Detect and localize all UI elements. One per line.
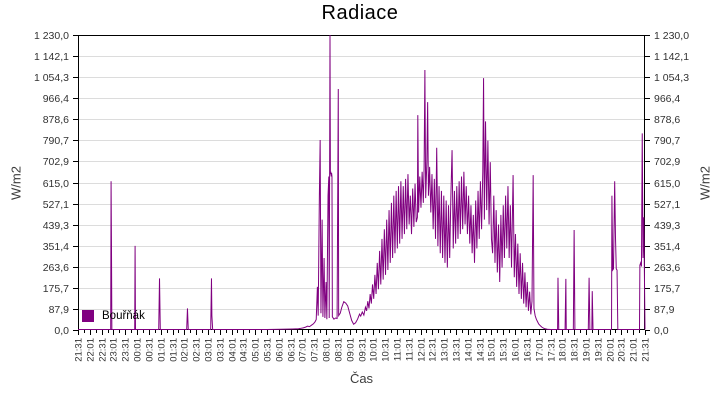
y-tick-label-right: 0,0 bbox=[654, 325, 669, 337]
x-tick-label: 15:31 bbox=[499, 338, 510, 362]
y-tick-label-left: 87,9 bbox=[49, 304, 70, 316]
y-tick-label-right: 1 230,0 bbox=[654, 30, 689, 42]
y-tick-label-left: 0,0 bbox=[54, 325, 69, 337]
x-tick-label: 06:31 bbox=[287, 338, 298, 362]
y-tick-label-left: 1 142,1 bbox=[34, 51, 69, 63]
x-tick-label: 10:31 bbox=[381, 338, 392, 362]
x-tick-label: 01:31 bbox=[169, 338, 180, 362]
y-tick-label-left: 615,0 bbox=[43, 178, 69, 190]
x-tick-label: 03:31 bbox=[216, 338, 227, 362]
y-tick-label-left: 439,3 bbox=[43, 220, 69, 232]
x-tick-label: 16:01 bbox=[511, 338, 522, 362]
x-tick-label: 14:31 bbox=[476, 338, 487, 362]
x-tick-label: 07:01 bbox=[298, 338, 309, 362]
y-tick-label-left: 966,4 bbox=[43, 93, 69, 105]
x-tick-label: 13:01 bbox=[440, 338, 451, 362]
y-tick-label-left: 263,6 bbox=[43, 262, 69, 274]
x-tick-label: 22:31 bbox=[98, 338, 109, 362]
y-tick-label-right: 1 054,3 bbox=[654, 72, 689, 84]
x-tick-label: 02:01 bbox=[180, 338, 191, 362]
x-axis-label: Čas bbox=[349, 371, 374, 386]
x-tick-label: 21:01 bbox=[629, 338, 640, 362]
x-tick-label: 09:01 bbox=[346, 338, 357, 362]
x-tick-label: 17:01 bbox=[535, 338, 546, 362]
x-tick-label: 00:31 bbox=[145, 338, 156, 362]
x-tick-label: 10:01 bbox=[369, 338, 380, 362]
x-tick-label: 07:31 bbox=[310, 338, 321, 362]
y-tick-label-right: 615,0 bbox=[654, 178, 680, 190]
x-tick-label: 19:31 bbox=[594, 338, 605, 362]
legend-series-label: Bouřňák bbox=[102, 310, 145, 322]
y-tick-label-left: 527,1 bbox=[43, 199, 69, 211]
x-tick-label: 22:01 bbox=[86, 338, 97, 362]
x-tick-label: 20:31 bbox=[617, 338, 628, 362]
legend-color-swatch bbox=[82, 310, 94, 322]
x-tick-label: 23:31 bbox=[121, 338, 132, 362]
y-tick-label-right: 175,7 bbox=[654, 283, 680, 295]
x-tick-label: 15:01 bbox=[487, 338, 498, 362]
x-tick-label: 20:01 bbox=[606, 338, 617, 362]
y-tick-label-right: 87,9 bbox=[654, 304, 675, 316]
chart-title: Radiace bbox=[321, 2, 399, 24]
y-tick-label-right: 966,4 bbox=[654, 93, 680, 105]
x-tick-label: 09:31 bbox=[358, 338, 369, 362]
y-tick-label-right: 263,6 bbox=[654, 262, 680, 274]
y-tick-label-left: 878,6 bbox=[43, 114, 69, 126]
x-tick-label: 03:01 bbox=[204, 338, 215, 362]
x-tick-label: 05:31 bbox=[263, 338, 274, 362]
series-line bbox=[78, 34, 646, 331]
y-tick-label-left: 702,9 bbox=[43, 156, 69, 168]
y-tick-label-left: 1 054,3 bbox=[34, 72, 69, 84]
y-tick-label-left: 175,7 bbox=[43, 283, 69, 295]
y-tick-label-right: 439,3 bbox=[654, 220, 680, 232]
x-tick-label: 12:31 bbox=[428, 338, 439, 362]
x-tick-label: 23:01 bbox=[109, 338, 120, 362]
y-tick-label-left: 351,4 bbox=[43, 241, 69, 253]
x-tick-label: 04:31 bbox=[239, 338, 250, 362]
y-tick-label-right: 878,6 bbox=[654, 114, 680, 126]
x-tick-label: 19:01 bbox=[582, 338, 593, 362]
x-tick-label: 17:31 bbox=[547, 338, 558, 362]
x-tick-label: 01:01 bbox=[157, 338, 168, 362]
x-tick-label: 08:01 bbox=[322, 338, 333, 362]
x-tick-label: 14:01 bbox=[464, 338, 475, 362]
x-tick-label: 04:01 bbox=[228, 338, 239, 362]
x-tick-label: 05:01 bbox=[251, 338, 262, 362]
y-tick-label-right: 1 142,1 bbox=[654, 51, 689, 63]
legend: Bouřňák bbox=[82, 310, 145, 322]
x-tick-label: 18:31 bbox=[570, 338, 581, 362]
x-tick-label: 21:31 bbox=[74, 338, 85, 362]
x-tick-label: 02:31 bbox=[192, 338, 203, 362]
y-tick-label-right: 351,4 bbox=[654, 241, 680, 253]
x-tick-label: 13:31 bbox=[452, 338, 463, 362]
x-tick-label: 00:01 bbox=[133, 338, 144, 362]
x-tick-label: 11:01 bbox=[393, 338, 404, 361]
y-tick-label-right: 702,9 bbox=[654, 156, 680, 168]
x-tick-label: 12:01 bbox=[417, 338, 428, 362]
x-tick-label: 21:31 bbox=[641, 338, 652, 362]
x-tick-label: 08:31 bbox=[334, 338, 345, 362]
x-tick-label: 06:01 bbox=[275, 338, 286, 362]
x-tick-label: 11:31 bbox=[405, 338, 416, 361]
y-tick-label-left: 790,7 bbox=[43, 135, 69, 147]
y-tick-label-left: 1 230,0 bbox=[34, 30, 69, 42]
y-tick-label-right: 790,7 bbox=[654, 135, 680, 147]
x-tick-label: 18:01 bbox=[558, 338, 569, 362]
y-tick-label-right: 527,1 bbox=[654, 199, 680, 211]
x-tick-label: 16:31 bbox=[523, 338, 534, 362]
